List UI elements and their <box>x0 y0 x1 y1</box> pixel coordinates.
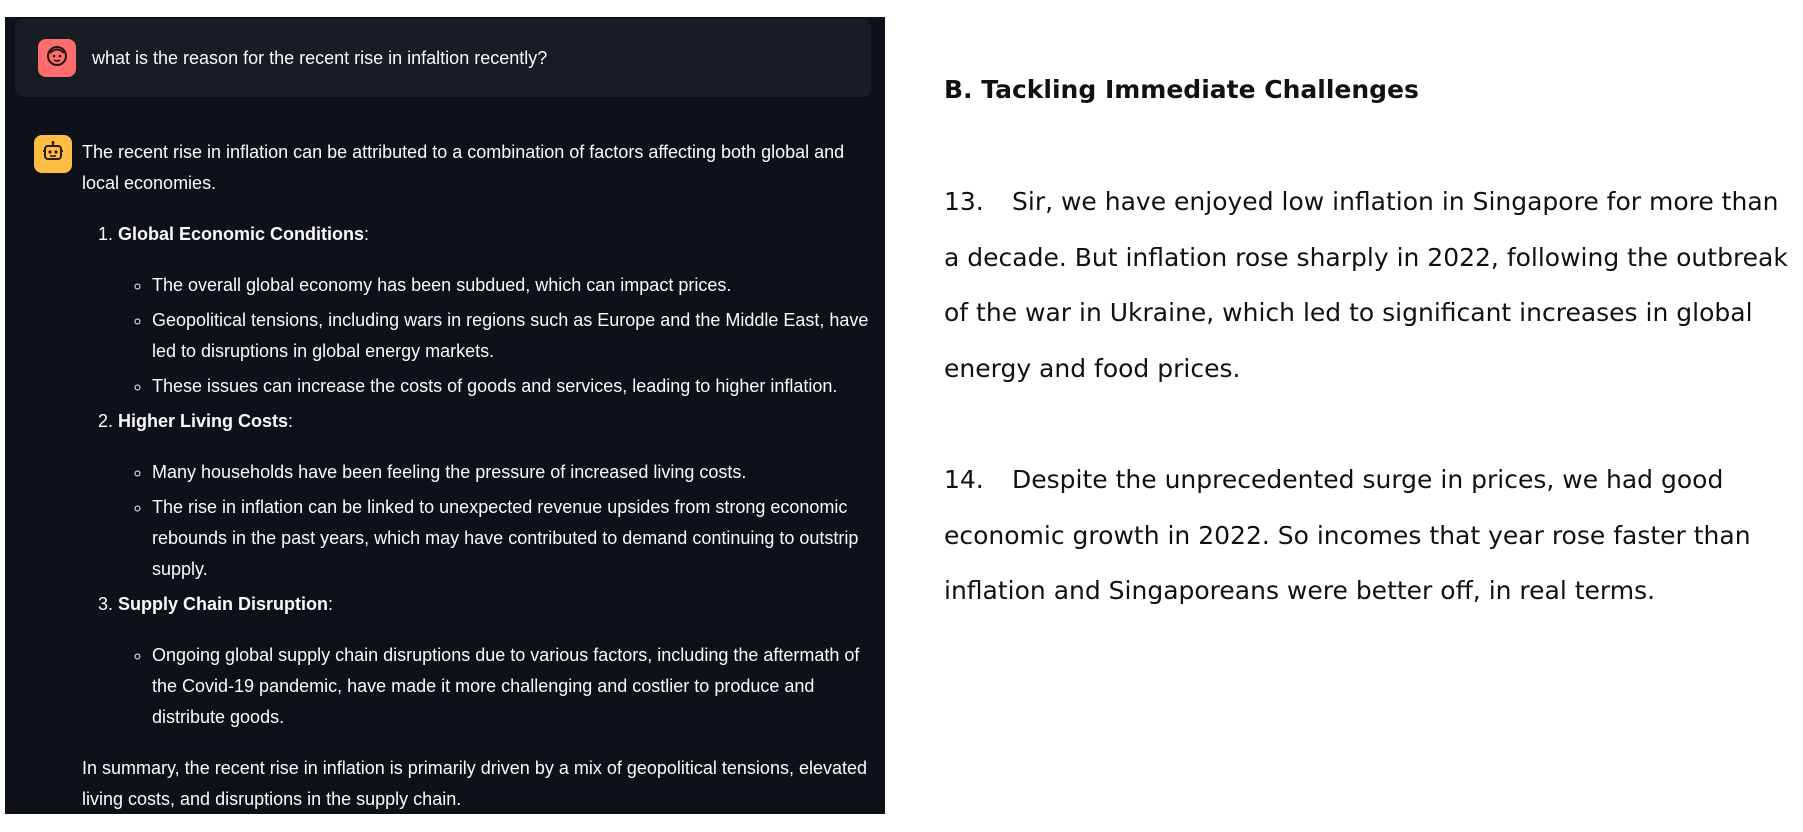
answer-item-supply-chain-disruption: Supply Chain Disruption: Ongoing global … <box>118 589 872 733</box>
sub-list: Ongoing global supply chain disruptions … <box>118 640 872 733</box>
list-item: The rise in inflation can be linked to u… <box>152 492 872 585</box>
paragraph-text: Sir, we have enjoyed low inflation in Si… <box>944 187 1788 383</box>
user-message: what is the reason for the recent rise i… <box>15 19 871 97</box>
answer-list: Global Economic Conditions: The overall … <box>82 219 872 733</box>
paragraph-14: 14. Despite the unprecedented surge in pr… <box>944 452 1794 619</box>
sub-list: Many households have been feeling the pr… <box>118 457 872 585</box>
user-message-text: what is the reason for the recent rise i… <box>92 48 548 68</box>
chat-panel: what is the reason for the recent rise i… <box>5 17 885 814</box>
assistant-intro: The recent rise in inflation can be attr… <box>82 142 845 193</box>
assistant-summary: In summary, the recent rise in inflation… <box>82 758 868 809</box>
item-title: Supply Chain Disruption <box>118 594 328 614</box>
list-item: Many households have been feeling the pr… <box>152 457 872 488</box>
assistant-avatar <box>34 135 72 173</box>
answer-item-higher-living-costs: Higher Living Costs: Many households hav… <box>118 406 872 585</box>
face-icon <box>45 44 69 73</box>
robot-icon <box>41 140 65 169</box>
list-item: Ongoing global supply chain disruptions … <box>152 640 872 733</box>
list-item: The overall global economy has been subd… <box>152 270 872 301</box>
sub-list: The overall global economy has been subd… <box>118 270 872 402</box>
paragraph-number: 13. <box>944 187 984 216</box>
list-item: Geopolitical tensions, including wars in… <box>152 305 872 367</box>
user-avatar <box>38 39 76 77</box>
paragraph-text: Despite the unprecedented surge in price… <box>944 465 1751 605</box>
assistant-message: The recent rise in inflation can be attr… <box>82 137 872 814</box>
item-title: Higher Living Costs <box>118 411 289 431</box>
list-item: These issues can increase the costs of g… <box>152 371 872 402</box>
paragraph-number: 14. <box>944 465 984 494</box>
paragraph-13: 13. Sir, we have enjoyed low inflation in… <box>944 174 1794 396</box>
document-excerpt: B. Tackling Immediate Challenges 13. Sir,… <box>944 70 1794 675</box>
answer-item-global-economic-conditions: Global Economic Conditions: The overall … <box>118 219 872 402</box>
section-heading: B. Tackling Immediate Challenges <box>944 75 1419 104</box>
item-title: Global Economic Conditions <box>118 224 365 244</box>
